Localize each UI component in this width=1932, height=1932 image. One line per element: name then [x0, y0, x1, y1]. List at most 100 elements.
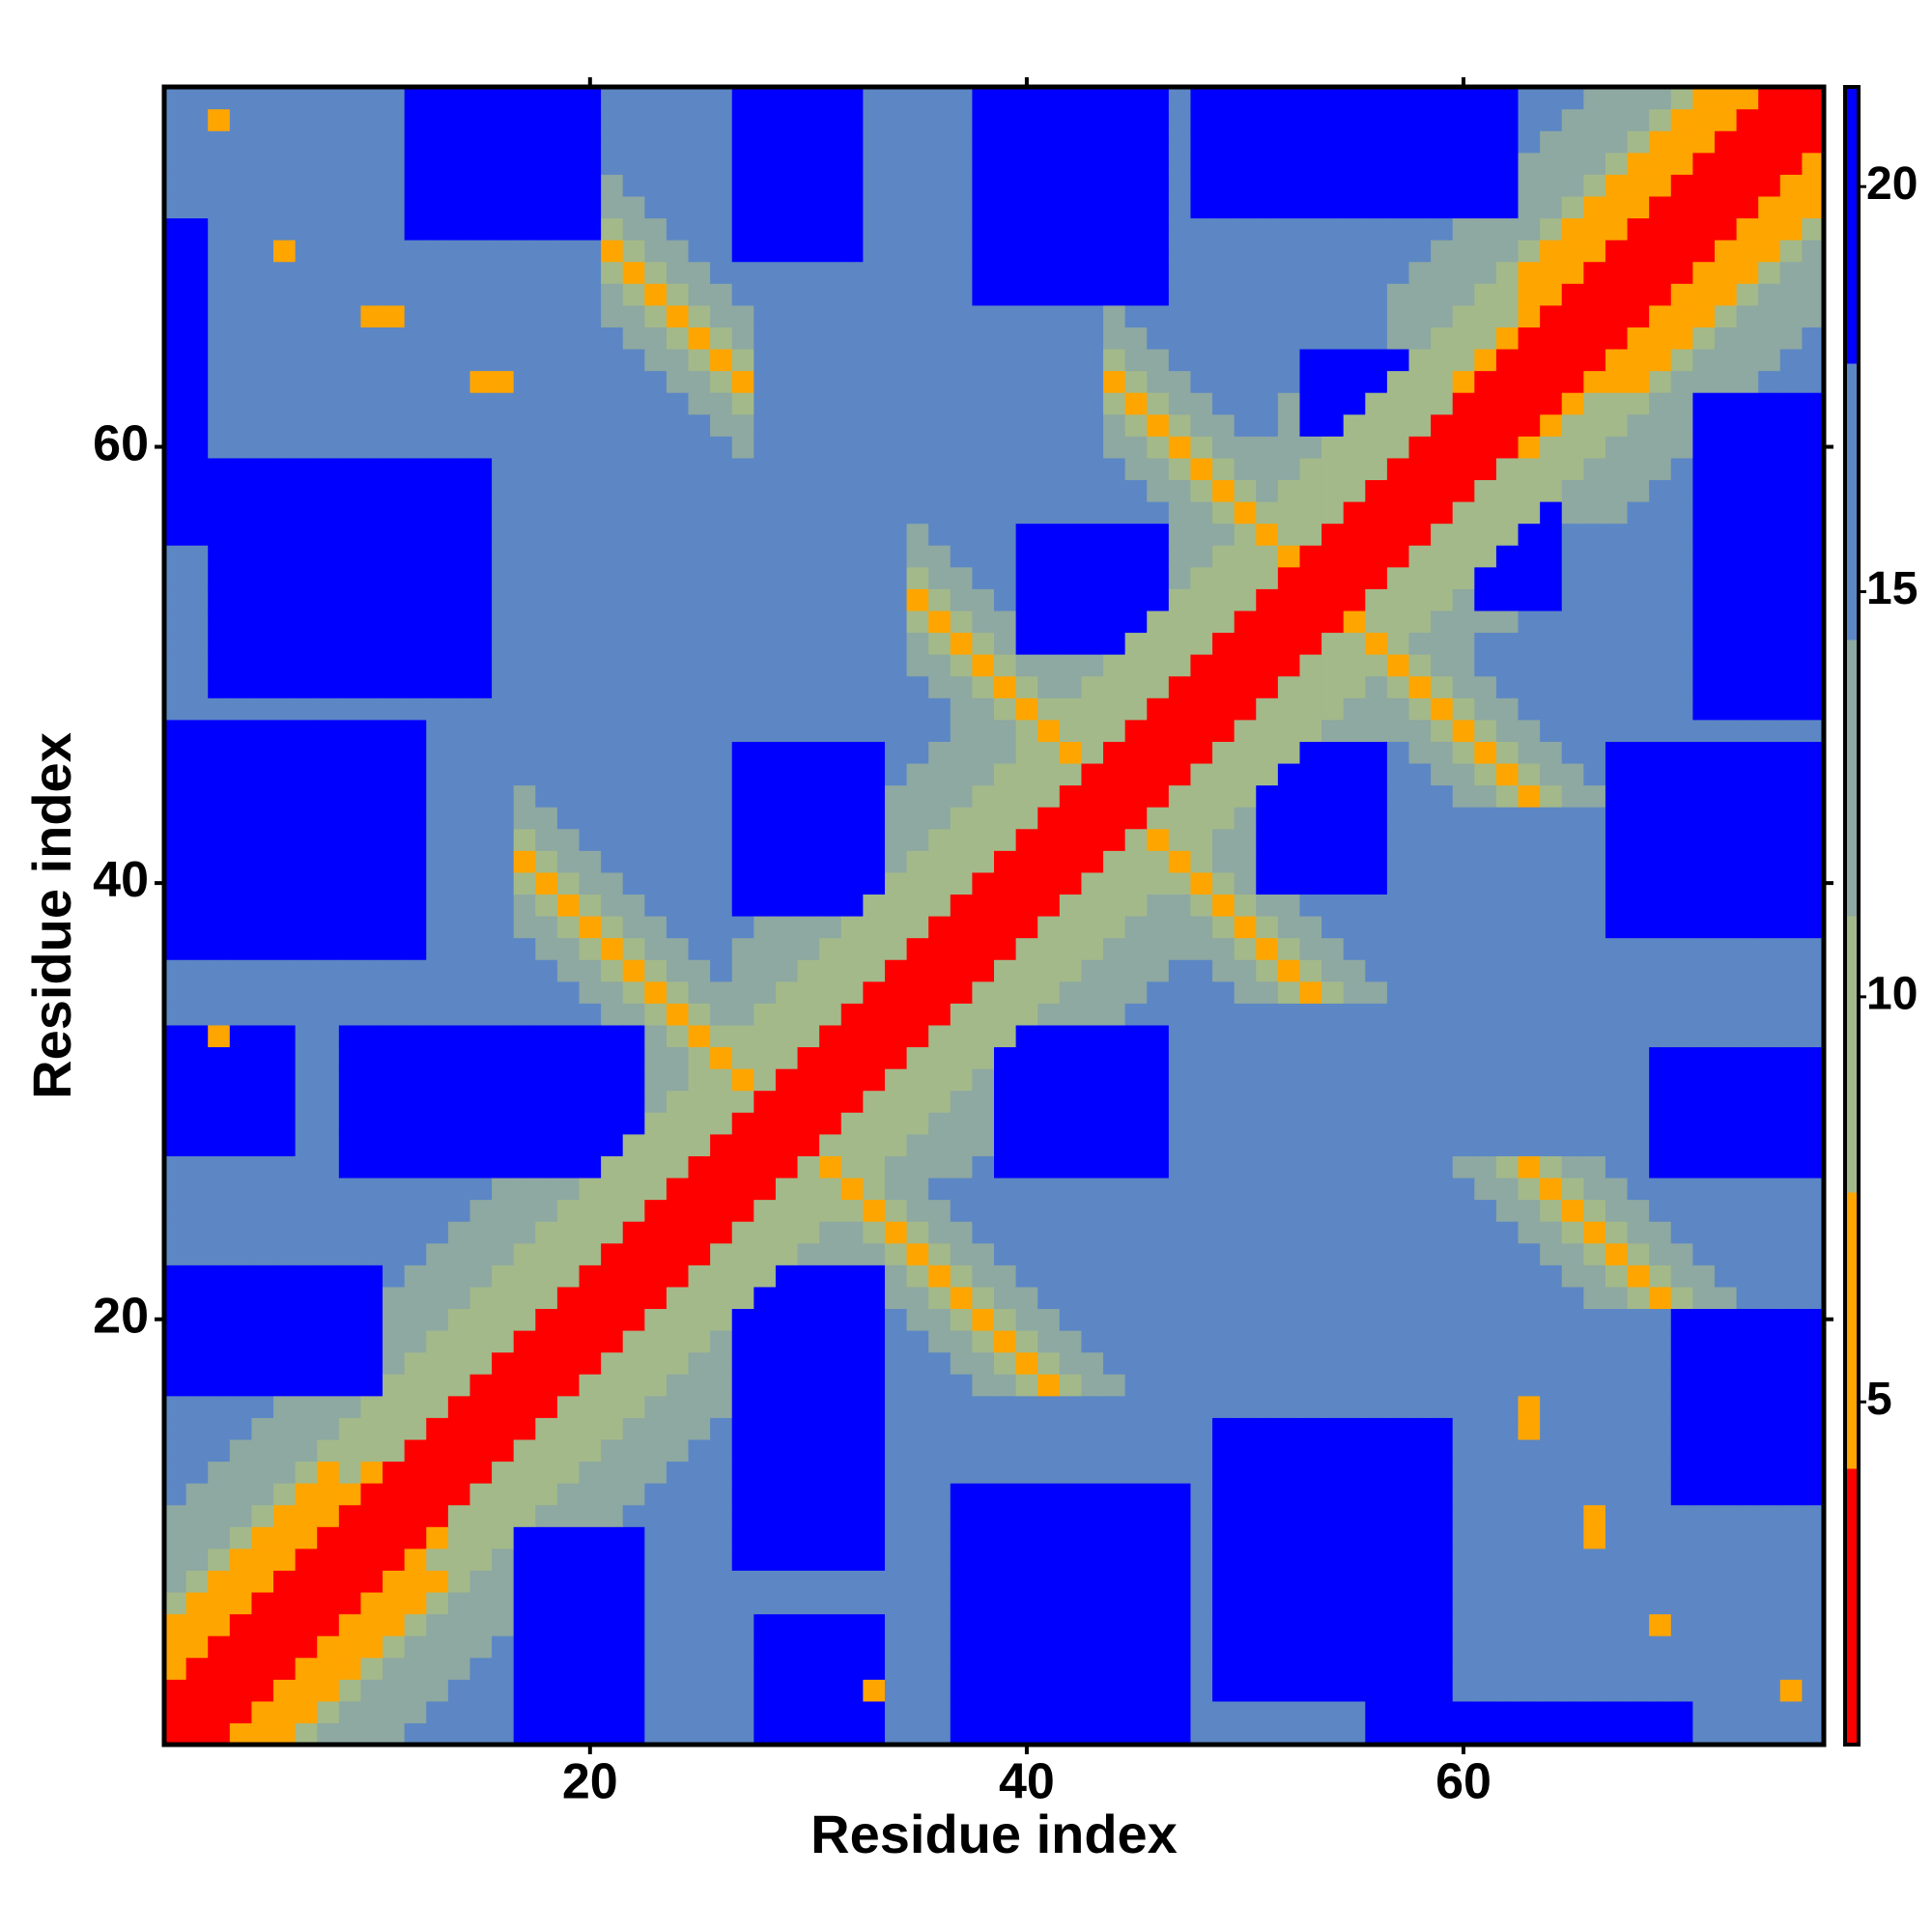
heatmap-cell: [1168, 959, 1192, 982]
heatmap-cell: [1365, 1483, 1388, 1506]
heatmap-cell: [1037, 959, 1061, 982]
heatmap-cell: [666, 327, 690, 350]
heatmap-cell: [1321, 916, 1345, 939]
heatmap-cell: [492, 304, 515, 327]
heatmap-cell: [1714, 1221, 1738, 1244]
heatmap-cell: [1670, 1003, 1693, 1026]
heatmap-cell: [338, 916, 362, 939]
heatmap-cell: [317, 566, 340, 589]
heatmap-cell: [1714, 784, 1738, 808]
heatmap-cell: [251, 1417, 274, 1440]
heatmap-cell: [317, 348, 340, 372]
heatmap-cell: [797, 130, 820, 154]
heatmap-cell: [731, 1308, 754, 1331]
heatmap-cell: [1431, 1395, 1454, 1418]
heatmap-cell: [164, 1199, 187, 1222]
heatmap-cell: [1408, 1330, 1432, 1353]
heatmap-cell: [731, 501, 754, 525]
heatmap-cell: [1736, 959, 1759, 982]
heatmap-cell: [775, 610, 799, 634]
heatmap-cell: [797, 1242, 820, 1265]
heatmap-cell: [1124, 1286, 1148, 1310]
heatmap-cell: [1627, 1068, 1650, 1092]
heatmap-cell: [1736, 1417, 1759, 1440]
heatmap-cell: [1299, 1090, 1322, 1113]
heatmap-cell: [1147, 1308, 1170, 1331]
heatmap-cell: [1103, 1374, 1126, 1397]
heatmap-cell: [972, 1068, 995, 1092]
heatmap-cell: [797, 108, 820, 131]
heatmap-cell: [1234, 1483, 1257, 1506]
heatmap-cell: [447, 283, 471, 306]
heatmap-cell: [1802, 871, 1825, 895]
heatmap-cell: [972, 980, 995, 1004]
heatmap-cell: [819, 1374, 842, 1397]
heatmap-cell: [950, 304, 973, 327]
heatmap-cell: [1495, 894, 1520, 917]
heatmap-cell: [666, 1679, 690, 1702]
heatmap-cell: [360, 261, 384, 284]
heatmap-cell: [1147, 1504, 1170, 1527]
heatmap-cell: [273, 1395, 297, 1418]
heatmap-cell: [360, 1374, 384, 1397]
heatmap-cell: [579, 1177, 602, 1201]
heatmap-cell: [556, 327, 581, 350]
heatmap-cell: [383, 195, 406, 219]
heatmap-cell: [972, 1461, 995, 1484]
heatmap-cell: [819, 1112, 842, 1135]
heatmap-cell: [1605, 828, 1629, 851]
heatmap-cell: [1495, 1570, 1520, 1593]
heatmap-cell: [251, 240, 274, 263]
heatmap-cell: [1408, 1221, 1432, 1244]
heatmap-cell: [797, 937, 820, 960]
heatmap-cell: [1015, 1308, 1038, 1331]
heatmap-cell: [404, 152, 427, 175]
heatmap-cell: [1540, 1722, 1563, 1746]
heatmap-cell: [185, 1657, 209, 1680]
heatmap-cell: [1081, 501, 1104, 525]
heatmap-cell: [360, 283, 384, 306]
heatmap-cell: [229, 566, 253, 589]
heatmap-cell: [1495, 1177, 1520, 1201]
heatmap-cell: [1561, 1417, 1584, 1440]
heatmap-cell: [1802, 1700, 1825, 1724]
heatmap-cell: [1408, 1635, 1432, 1659]
heatmap-cell: [229, 1657, 253, 1680]
heatmap-cell: [775, 1483, 799, 1506]
heatmap-cell: [556, 719, 581, 742]
heatmap-cell: [1779, 828, 1803, 851]
heatmap-cell: [447, 1461, 471, 1484]
heatmap-cell: [928, 436, 952, 459]
heatmap-cell: [1802, 1221, 1825, 1244]
heatmap-cell: [273, 588, 297, 611]
heatmap-cell: [710, 1374, 733, 1397]
heatmap-cell: [251, 1068, 274, 1092]
heatmap-cell: [492, 1308, 515, 1331]
heatmap-cell: [1147, 654, 1170, 677]
heatmap-cell: [1495, 1483, 1520, 1506]
heatmap-cell: [251, 1613, 274, 1636]
heatmap-cell: [1103, 240, 1126, 263]
heatmap-cell: [1408, 1657, 1432, 1680]
heatmap-cell: [1081, 545, 1104, 568]
heatmap-cell: [1670, 1155, 1693, 1179]
heatmap-cell: [710, 1461, 733, 1484]
heatmap-cell: [710, 195, 733, 219]
heatmap-cell: [906, 1133, 929, 1156]
heatmap-cell: [1714, 1068, 1738, 1092]
heatmap-cell: [426, 1395, 449, 1418]
heatmap-cell: [884, 871, 908, 895]
heatmap-cell: [1168, 610, 1192, 634]
heatmap-cell: [688, 1461, 711, 1484]
heatmap-cell: [1256, 1657, 1279, 1680]
heatmap-cell: [295, 152, 318, 175]
heatmap-cell: [840, 1112, 864, 1135]
heatmap-cell: [710, 457, 733, 481]
heatmap-cell: [273, 174, 297, 197]
heatmap-cell: [1015, 1242, 1038, 1265]
heatmap-cell: [317, 1112, 340, 1135]
heatmap-cell: [797, 436, 820, 459]
heatmap-cell: [775, 283, 799, 306]
heatmap-cell: [447, 1264, 471, 1288]
heatmap-cell: [1758, 784, 1781, 808]
